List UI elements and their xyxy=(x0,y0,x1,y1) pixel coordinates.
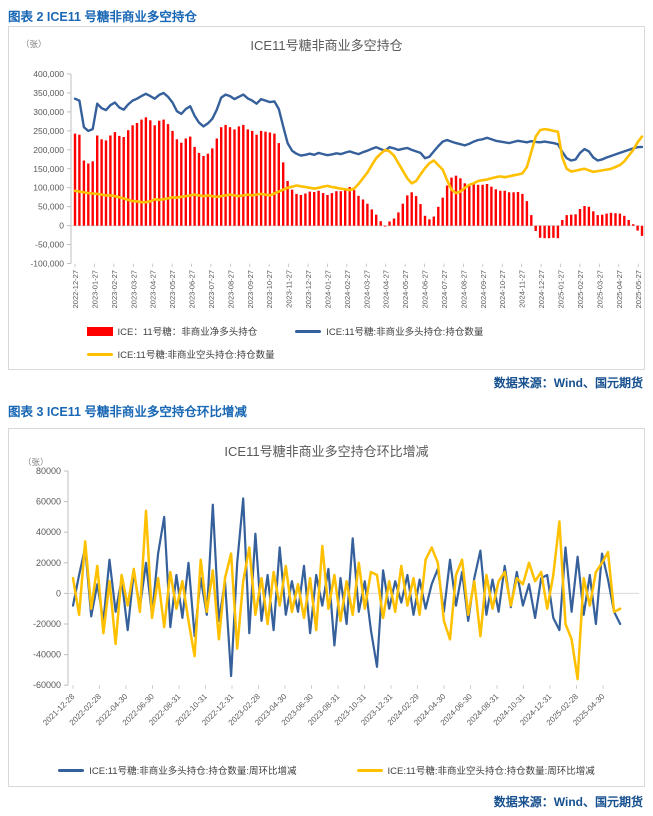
legend-item-net-long: ICE：11号糖：非商业净多头持仓 xyxy=(86,324,258,338)
svg-text:2024-11-27: 2024-11-27 xyxy=(518,270,527,308)
positions-chart-svg: 400,000 350,000 300,000 250,000 200,000 150,0… xyxy=(30,69,644,308)
svg-text:-50,000: -50,000 xyxy=(35,240,64,250)
positions-chart-title: ICE11号糖非商业多空持仓 xyxy=(250,38,403,53)
svg-text:2024-01-27: 2024-01-27 xyxy=(323,270,332,308)
svg-text:50,000: 50,000 xyxy=(38,202,64,212)
wow-change-unit-label: （张） xyxy=(23,457,49,467)
svg-text:60000: 60000 xyxy=(36,497,61,507)
legend-item-short: ICE:11号糖:非商业空头持仓:持仓数量 xyxy=(86,347,275,361)
svg-text:0: 0 xyxy=(59,221,64,231)
svg-text:2023-12-27: 2023-12-27 xyxy=(304,270,313,308)
positions-chart-box: ICE11号糖非商业多空持仓 （张） 400,000 350,000 300,000… xyxy=(8,26,645,370)
wow-change-chart-box: ICE11号糖非商业多空持仓环比增减 （张） 80000 60000 40000 20… xyxy=(8,428,645,787)
svg-text:2023-02-27: 2023-02-27 xyxy=(110,270,119,308)
figure2-caption: 图表 2 ICE11 号糖非商业多空持仓 xyxy=(8,10,197,24)
svg-text:2024-07-27: 2024-07-27 xyxy=(440,270,449,308)
svg-text:2023-04-27: 2023-04-27 xyxy=(149,270,158,308)
source-note-2: 数据来源：Wind、国元期货 xyxy=(493,795,643,809)
wow-change-chart-title: ICE11号糖非商业多空持仓环比增减 xyxy=(224,444,429,459)
svg-text:2023-08-27: 2023-08-27 xyxy=(226,270,235,308)
svg-text:2024-05-27: 2024-05-27 xyxy=(401,270,410,308)
short-change-label: ICE:11号糖:非商业空头持仓:持仓数量:周环比增减 xyxy=(387,766,595,777)
figure3-caption: 图表 3 ICE11 号糖非商业多空持仓环比增减 xyxy=(8,405,247,419)
positions-unit-label: （张） xyxy=(21,39,47,49)
wow-change-chart-svg: 800006000040000200000-20000-40000-600002… xyxy=(33,466,639,727)
wow-change-legend: ICE:11号糖:非商业多头持仓:持仓数量:周环比增减 ICE:11号糖:非商业… xyxy=(9,763,644,777)
svg-text:2023-11-27: 2023-11-27 xyxy=(285,270,294,308)
legend-item-short-change: ICE:11号糖:非商业空头持仓:持仓数量:周环比增减 xyxy=(356,763,595,777)
svg-text:400,000: 400,000 xyxy=(33,69,64,79)
svg-text:2024-09-27: 2024-09-27 xyxy=(479,270,488,308)
svg-text:2023-07-27: 2023-07-27 xyxy=(207,270,216,308)
long-change-label: ICE:11号糖:非商业多头持仓:持仓数量:周环比增减 xyxy=(89,766,297,777)
svg-text:20000: 20000 xyxy=(36,558,61,568)
svg-text:2024-08-27: 2024-08-27 xyxy=(459,270,468,308)
svg-text:-100,000: -100,000 xyxy=(30,259,64,269)
svg-text:350,000: 350,000 xyxy=(33,88,64,98)
svg-text:2024-06-27: 2024-06-27 xyxy=(421,270,430,308)
svg-text:2023-01-27: 2023-01-27 xyxy=(90,270,99,308)
legend-item-long: ICE:11号糖:非商业多头持仓:持仓数量 xyxy=(295,324,483,338)
long-line-swatch xyxy=(295,329,322,333)
svg-text:300,000: 300,000 xyxy=(33,107,64,117)
svg-text:40000: 40000 xyxy=(36,527,61,537)
svg-text:100,000: 100,000 xyxy=(33,183,64,193)
short-label: ICE:11号糖:非商业空头持仓:持仓数量 xyxy=(117,350,275,361)
svg-text:2025-01-27: 2025-01-27 xyxy=(557,270,566,308)
net-long-bar-swatch xyxy=(86,326,113,336)
positions-legend: ICE：11号糖：非商业净多头持仓 ICE:11号糖:非商业多头持仓:持仓数量 … xyxy=(9,324,644,370)
svg-text:2024-02-27: 2024-02-27 xyxy=(343,270,352,308)
svg-text:2024-03-27: 2024-03-27 xyxy=(362,270,371,308)
svg-text:-20000: -20000 xyxy=(33,619,61,629)
svg-text:2023-09-27: 2023-09-27 xyxy=(246,270,255,308)
svg-text:2023-06-27: 2023-06-27 xyxy=(188,270,197,308)
svg-text:2025-04-27: 2025-04-27 xyxy=(615,270,624,308)
svg-text:200,000: 200,000 xyxy=(33,145,64,155)
source-note-1: 数据来源：Wind、国元期货 xyxy=(493,376,643,390)
short-change-line-swatch xyxy=(356,768,383,772)
long-label: ICE:11号糖:非商业多头持仓:持仓数量 xyxy=(326,327,484,338)
svg-text:2024-12-27: 2024-12-27 xyxy=(537,270,546,308)
svg-text:2025-05-27: 2025-05-27 xyxy=(634,270,643,308)
svg-text:2023-10-27: 2023-10-27 xyxy=(265,270,274,308)
svg-text:2024-04-27: 2024-04-27 xyxy=(382,270,391,308)
svg-text:-40000: -40000 xyxy=(33,650,61,660)
net-long-label: ICE：11号糖：非商业净多头持仓 xyxy=(117,327,258,338)
svg-text:2023-05-27: 2023-05-27 xyxy=(168,270,177,308)
svg-text:-60000: -60000 xyxy=(33,680,61,690)
svg-text:250,000: 250,000 xyxy=(33,126,64,136)
svg-text:80000: 80000 xyxy=(36,466,61,476)
short-line-swatch xyxy=(86,352,113,356)
svg-text:2024-10-27: 2024-10-27 xyxy=(498,270,507,308)
svg-text:2025-03-27: 2025-03-27 xyxy=(595,270,604,308)
svg-text:2025-02-27: 2025-02-27 xyxy=(576,270,585,308)
legend-item-long-change: ICE:11号糖:非商业多头持仓:持仓数量:周环比增减 xyxy=(58,763,297,777)
svg-text:150,000: 150,000 xyxy=(33,164,64,174)
svg-text:2022-12-27: 2022-12-27 xyxy=(71,270,80,308)
svg-text:2023-03-27: 2023-03-27 xyxy=(129,270,138,308)
long-change-line-swatch xyxy=(58,768,85,772)
svg-text:0: 0 xyxy=(56,588,61,598)
